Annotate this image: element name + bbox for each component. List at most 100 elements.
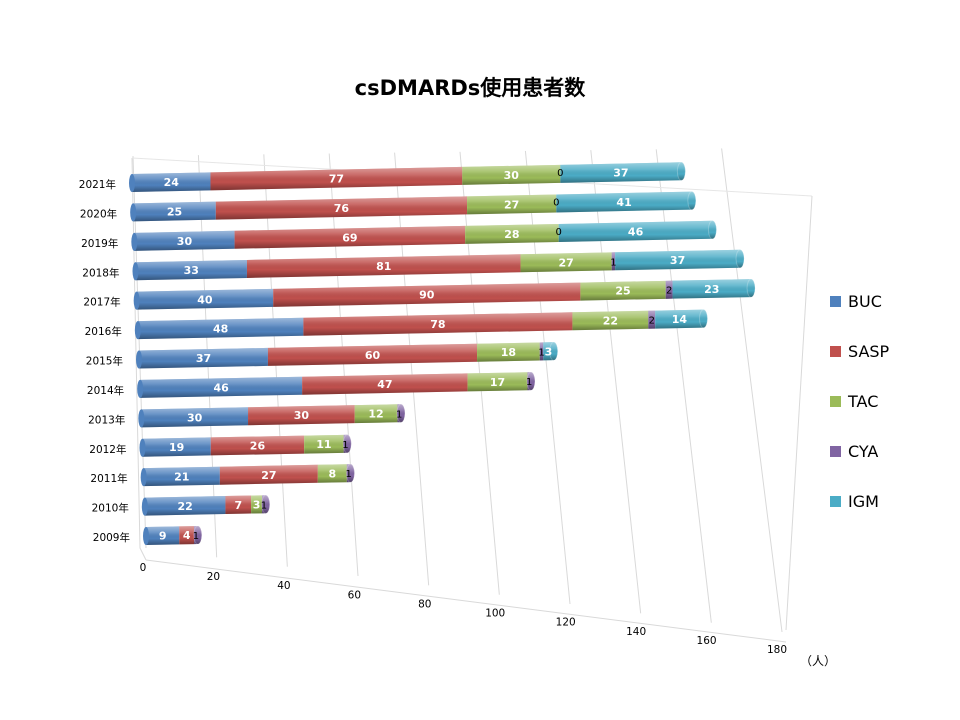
bar-shade	[477, 342, 540, 362]
data-label: 90	[419, 289, 435, 302]
data-label: 8	[329, 468, 337, 481]
bar-end-shade	[708, 220, 717, 239]
bar-shade	[135, 259, 247, 281]
data-label: 1	[261, 500, 267, 511]
data-label: 81	[376, 260, 391, 273]
bar-end-shade	[396, 404, 405, 423]
bar-row: 19 26 11 1	[139, 434, 352, 457]
data-label: 17	[490, 376, 505, 389]
bar-shade	[142, 437, 211, 457]
bar-shade	[615, 249, 741, 271]
data-label: 23	[704, 283, 719, 296]
data-label: 27	[261, 469, 276, 482]
data-label: 21	[174, 470, 189, 483]
data-label: 3	[253, 498, 261, 511]
data-label: 25	[615, 285, 630, 298]
grid-line	[721, 148, 783, 633]
data-label: 37	[196, 352, 211, 365]
data-label: 1	[396, 409, 402, 420]
data-label: 3	[545, 345, 553, 358]
bar-shade	[215, 196, 468, 220]
bar-end-shade	[736, 249, 745, 268]
bar-start-cap	[134, 321, 141, 340]
bar-start-cap	[132, 262, 139, 281]
bar-row: 40 90 25 2 23	[133, 278, 756, 310]
data-label: 1	[193, 531, 199, 542]
bar-shade	[560, 162, 682, 183]
bar-start-cap	[139, 438, 146, 457]
x-axis: 0 20 40 60 80 100 120 140 160 180 （人）	[140, 562, 836, 668]
data-label: 47	[377, 378, 392, 391]
bar-start-cap	[137, 379, 144, 398]
data-label: 14	[672, 313, 688, 326]
data-label: 4	[183, 529, 191, 542]
data-label: 1	[610, 257, 616, 268]
bar-shade	[251, 495, 263, 514]
bar-shade	[210, 435, 305, 456]
x-tick-label: 80	[418, 598, 431, 610]
data-label: 30	[294, 409, 310, 422]
bar-row: 30 69 28 0 46	[131, 220, 717, 251]
data-label: 12	[368, 408, 383, 421]
y-category-label: 2017年	[83, 296, 120, 309]
bar-shade	[134, 230, 235, 251]
bar-shade	[672, 279, 752, 299]
bar-end-shade	[193, 526, 202, 545]
bar-shade	[219, 464, 318, 485]
data-label: 37	[670, 254, 685, 267]
data-label: 60	[365, 349, 381, 362]
bar-start-cap	[133, 291, 140, 310]
data-label: 2	[666, 286, 672, 297]
bar-shade	[140, 376, 303, 398]
bar-shade	[146, 526, 180, 545]
x-tick-label: 160	[697, 635, 717, 647]
data-label: 33	[184, 264, 199, 277]
bar-shade	[467, 194, 557, 215]
x-axis-unit: （人）	[800, 654, 836, 668]
data-label: 37	[613, 167, 628, 180]
bar-shade	[246, 254, 521, 278]
data-label: 28	[504, 228, 519, 241]
bar-shade	[210, 166, 463, 191]
bar-start-cap	[131, 232, 138, 251]
y-category-label: 2020年	[80, 207, 117, 220]
legend-label: CYA	[848, 442, 878, 461]
bar-shade	[137, 317, 304, 340]
bar-start-cap	[143, 527, 149, 545]
data-label: 40	[197, 293, 213, 306]
bar-row: 22 7 3 1	[141, 494, 271, 516]
bar-shade	[267, 343, 478, 366]
x-tick-label: 20	[207, 571, 220, 583]
bar-shade	[556, 191, 692, 213]
x-tick-label: 40	[277, 580, 290, 592]
bar-shade	[467, 372, 528, 392]
bar-shade	[520, 252, 612, 273]
bar-shade	[273, 282, 581, 307]
data-label: 41	[616, 196, 631, 209]
x-tick-label: 140	[626, 626, 646, 638]
bar-row: 33 81 27 1 37	[132, 249, 745, 281]
bar-shade	[136, 288, 274, 310]
bar-row: 30 30 12 1	[138, 403, 406, 428]
bar-shade	[143, 466, 220, 487]
bar-row: 37 60 18 1 3	[136, 341, 559, 369]
bar-end-shade	[343, 434, 352, 453]
bar-shade	[139, 347, 268, 369]
data-label: 76	[334, 202, 350, 215]
bar-shade	[144, 496, 226, 516]
x-tick-label: 60	[348, 589, 361, 601]
data-label: 11	[316, 438, 331, 451]
y-category-label: 2015年	[86, 355, 123, 368]
bar-shade	[234, 225, 466, 249]
bar-shade	[655, 309, 704, 329]
bar-shade	[304, 434, 344, 454]
bar-start-cap	[140, 468, 147, 487]
data-label: 1	[345, 469, 351, 480]
bar-shade	[354, 404, 398, 424]
bar-shade	[648, 310, 656, 329]
y-category-label: 2011年	[90, 472, 127, 485]
data-label: 69	[342, 231, 357, 244]
legend: BUC SASP TAC CYA IGM	[830, 292, 890, 511]
legend-swatch	[830, 346, 841, 357]
